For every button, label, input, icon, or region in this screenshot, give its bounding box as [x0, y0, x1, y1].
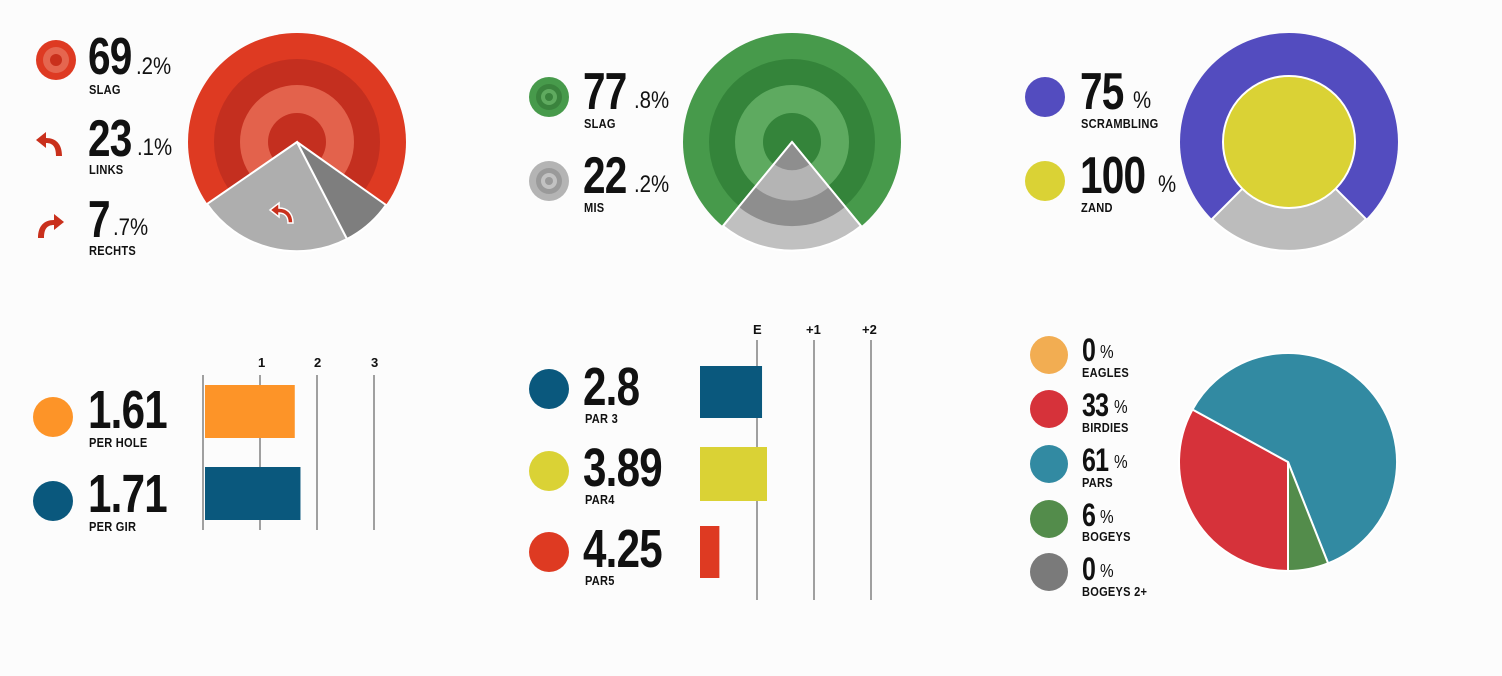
- greens-mis-decimal: .2%: [634, 171, 670, 198]
- pie-slice-birdies: [1178, 408, 1289, 573]
- pie-slice-bogeys: [1287, 461, 1330, 573]
- eagles-unit: %: [1100, 342, 1114, 362]
- putts-bar-per-gir: [205, 467, 301, 520]
- eagles-value: 0: [1082, 332, 1096, 368]
- target-icon: [529, 77, 569, 117]
- bogeys-value: 6: [1082, 497, 1096, 533]
- pars-unit: %: [1114, 452, 1128, 472]
- greens-slag-label: SLAG: [584, 116, 616, 131]
- target-grey-icon: [529, 161, 569, 201]
- scrambling-unit: %: [1133, 87, 1152, 114]
- pars-dot: [1030, 445, 1068, 483]
- zand-label: ZAND: [1081, 200, 1113, 215]
- birdies-dot: [1030, 390, 1068, 428]
- drives-target-chart: [188, 33, 406, 253]
- greens-mis-value: 22: [583, 147, 627, 205]
- eagles-dot: [1030, 336, 1068, 374]
- drives-sector-rechts: [296, 141, 388, 241]
- scrambling-donut-chart: [1180, 33, 1398, 252]
- greens-sector-mis-center: [774, 142, 810, 171]
- greens-target-chart: [683, 33, 901, 252]
- par5-bar: [700, 526, 720, 578]
- par4-dot: [529, 451, 569, 491]
- putts-bar-per-hole: [205, 385, 295, 438]
- drives-slag-label: SLAG: [89, 82, 121, 97]
- bogeys2-value: 0: [1082, 551, 1096, 587]
- drives-sector-arrow-icon: [268, 201, 294, 224]
- birdies-value: 33: [1082, 387, 1109, 423]
- drives-sector-links: [205, 140, 349, 253]
- pars-value: 61: [1082, 442, 1109, 478]
- par3-value: 2.8: [583, 357, 640, 417]
- zand-value: 100: [1080, 147, 1146, 205]
- per-gir-dot: [33, 481, 73, 521]
- par4-bar: [700, 447, 767, 501]
- drives-links-label: LINKS: [89, 162, 124, 177]
- per-gir-value: 1.71: [88, 464, 168, 524]
- putts-tick-1: 1: [258, 355, 266, 370]
- par4-label: PAR4: [585, 492, 615, 507]
- birdies-label: BIRDIES: [1082, 420, 1129, 435]
- scrambling-legend-dot: [1025, 77, 1065, 117]
- par-tick-plus2: +2: [862, 322, 877, 337]
- drives-slag-value: 69: [88, 28, 132, 86]
- par4-value: 3.89: [583, 438, 663, 498]
- drives-links-decimal: .1%: [137, 134, 173, 161]
- scrambling-value: 75: [1080, 63, 1124, 121]
- birdies-unit: %: [1114, 397, 1128, 417]
- arrow-left-icon: [36, 132, 62, 156]
- putts-tick-2: 2: [314, 355, 322, 370]
- bogeys-label: BOGEYS: [1082, 529, 1131, 544]
- arrow-right-icon: [38, 214, 64, 238]
- par-tick-plus1: +1: [806, 322, 821, 337]
- greens-mis-label: MIS: [584, 200, 605, 215]
- drives-rechts-value: 7: [88, 191, 111, 249]
- greens-slag-decimal: .8%: [634, 87, 670, 114]
- drives-rechts-label: RECHTS: [89, 243, 136, 258]
- par3-label: PAR 3: [585, 411, 619, 426]
- zand-unit: %: [1158, 171, 1177, 198]
- greens-slag-value: 77: [583, 63, 627, 121]
- per-hole-dot: [33, 397, 73, 437]
- bogeys-unit: %: [1100, 507, 1114, 527]
- bogeys2-label: BOGEYS 2+: [1082, 584, 1148, 599]
- zand-inner-circle: [1222, 75, 1356, 209]
- par5-label: PAR5: [585, 573, 615, 588]
- score-pie-chart: [1178, 352, 1398, 573]
- par-bar-chart: [700, 340, 872, 600]
- greens-sector-mis-inner: [755, 142, 829, 201]
- par5-dot: [529, 532, 569, 572]
- scrambling-label: SCRAMBLING: [1081, 116, 1159, 131]
- par3-bar: [700, 366, 763, 418]
- putts-tick-3: 3: [371, 355, 379, 370]
- per-hole-value: 1.61: [88, 380, 168, 440]
- par3-dot: [529, 369, 569, 409]
- zand-legend-dot: [1025, 161, 1065, 201]
- eagles-label: EAGLES: [1082, 365, 1129, 380]
- bogeys-dot: [1030, 500, 1068, 538]
- bogeys2-dot: [1030, 553, 1068, 591]
- target-icon: [36, 40, 76, 80]
- pars-label: PARS: [1082, 475, 1113, 490]
- per-hole-label: PER HOLE: [89, 435, 148, 450]
- par5-value: 4.25: [583, 519, 663, 579]
- par-tick-e: E: [753, 322, 762, 337]
- per-gir-label: PER GIR: [89, 519, 137, 534]
- pie-slice-pars: [1191, 352, 1398, 565]
- drives-slag-decimal: .2%: [136, 53, 172, 80]
- drives-links-value: 23: [88, 110, 132, 168]
- bogeys2-unit: %: [1100, 561, 1114, 581]
- drives-rechts-decimal: .7%: [113, 214, 149, 241]
- putts-bar-chart: [202, 375, 375, 530]
